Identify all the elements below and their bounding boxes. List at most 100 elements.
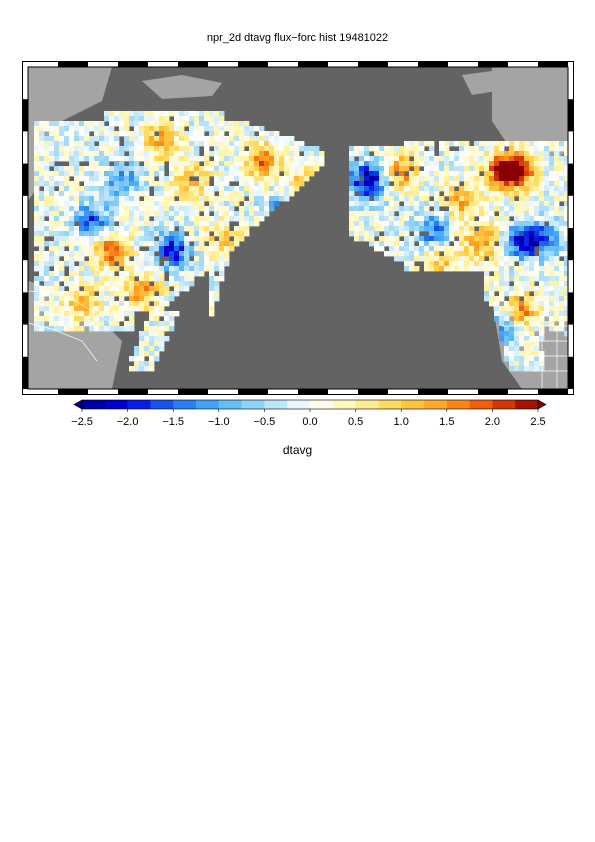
data-cell bbox=[454, 156, 460, 162]
data-cell bbox=[504, 211, 510, 217]
data-cell bbox=[194, 186, 200, 192]
data-cell bbox=[39, 261, 45, 267]
data-cell bbox=[114, 136, 120, 142]
data-cell bbox=[429, 226, 435, 232]
data-cell bbox=[554, 251, 560, 257]
data-cell bbox=[274, 186, 280, 192]
data-cell bbox=[249, 136, 255, 142]
data-cell bbox=[214, 151, 220, 157]
colorbar-tick-label: −2.0 bbox=[117, 416, 139, 428]
data-cell bbox=[284, 186, 290, 192]
data-cell bbox=[389, 251, 395, 257]
data-cell bbox=[214, 246, 220, 252]
data-cell bbox=[384, 201, 390, 207]
data-cell bbox=[264, 181, 270, 187]
colorbar-tick-label: 1.5 bbox=[439, 416, 454, 428]
data-cell bbox=[444, 156, 450, 162]
data-cell bbox=[144, 231, 150, 237]
data-cell bbox=[454, 201, 460, 207]
data-cell bbox=[389, 201, 395, 207]
data-cell bbox=[114, 311, 120, 317]
data-cell bbox=[424, 161, 430, 167]
data-cell bbox=[119, 316, 125, 322]
data-cell bbox=[434, 231, 440, 237]
data-cell bbox=[194, 171, 200, 177]
data-cell bbox=[504, 141, 510, 147]
data-cell bbox=[109, 226, 115, 232]
data-cell bbox=[534, 171, 540, 177]
data-cell bbox=[459, 166, 465, 172]
data-cell bbox=[509, 341, 515, 347]
data-cell bbox=[79, 186, 85, 192]
data-cell bbox=[464, 146, 470, 152]
data-cell bbox=[214, 111, 220, 117]
data-cell bbox=[514, 256, 520, 262]
data-cell bbox=[469, 201, 475, 207]
data-cell bbox=[559, 286, 565, 292]
data-cell bbox=[184, 236, 190, 242]
data-cell bbox=[49, 136, 55, 142]
data-cell bbox=[389, 186, 395, 192]
data-cell bbox=[44, 161, 50, 167]
data-cell bbox=[94, 131, 100, 137]
data-cell bbox=[104, 316, 110, 322]
data-cells bbox=[34, 111, 568, 372]
data-cell bbox=[199, 166, 205, 172]
data-cell bbox=[439, 166, 445, 172]
data-cell bbox=[564, 146, 568, 152]
data-cell bbox=[564, 331, 568, 337]
data-cell bbox=[419, 251, 425, 257]
data-cell bbox=[514, 201, 520, 207]
data-cell bbox=[484, 231, 490, 237]
data-cell bbox=[119, 296, 125, 302]
data-cell bbox=[459, 236, 465, 242]
data-cell bbox=[559, 301, 565, 307]
data-cell bbox=[49, 196, 55, 202]
data-cell bbox=[109, 151, 115, 157]
data-cell bbox=[454, 181, 460, 187]
colorbar-swatch bbox=[355, 400, 379, 409]
data-cell bbox=[554, 206, 560, 212]
data-cell bbox=[149, 136, 155, 142]
data-cell bbox=[494, 166, 500, 172]
data-cell bbox=[534, 276, 540, 282]
data-cell bbox=[514, 171, 520, 177]
data-cell bbox=[524, 231, 530, 237]
data-cell bbox=[219, 251, 225, 257]
data-cell bbox=[179, 176, 185, 182]
data-cell bbox=[524, 271, 530, 277]
data-cell bbox=[239, 146, 245, 152]
data-cell bbox=[59, 121, 65, 127]
data-cell bbox=[284, 181, 290, 187]
data-cell bbox=[89, 141, 95, 147]
data-cell bbox=[64, 211, 70, 217]
data-cell bbox=[89, 171, 95, 177]
data-cell bbox=[59, 146, 65, 152]
data-cell bbox=[189, 266, 195, 272]
data-cell bbox=[369, 211, 375, 217]
data-cell bbox=[469, 221, 475, 227]
data-cell bbox=[209, 186, 215, 192]
data-cell bbox=[94, 166, 100, 172]
data-cell bbox=[54, 271, 60, 277]
data-cell bbox=[469, 231, 475, 237]
data-cell bbox=[239, 156, 245, 162]
data-cell bbox=[364, 201, 370, 207]
data-cell bbox=[289, 141, 295, 147]
data-cell bbox=[564, 241, 568, 247]
frame-segment bbox=[358, 61, 388, 67]
data-cell bbox=[99, 306, 105, 312]
data-cell bbox=[214, 216, 220, 222]
data-cell bbox=[539, 286, 545, 292]
data-cell bbox=[479, 246, 485, 252]
data-cell bbox=[469, 181, 475, 187]
data-cell bbox=[34, 311, 40, 317]
data-cell bbox=[294, 156, 300, 162]
data-cell bbox=[214, 146, 220, 152]
data-cell bbox=[84, 266, 90, 272]
data-cell bbox=[349, 221, 355, 227]
data-cell bbox=[384, 176, 390, 182]
data-cell bbox=[214, 231, 220, 237]
data-cell bbox=[94, 221, 100, 227]
data-cell bbox=[39, 291, 45, 297]
